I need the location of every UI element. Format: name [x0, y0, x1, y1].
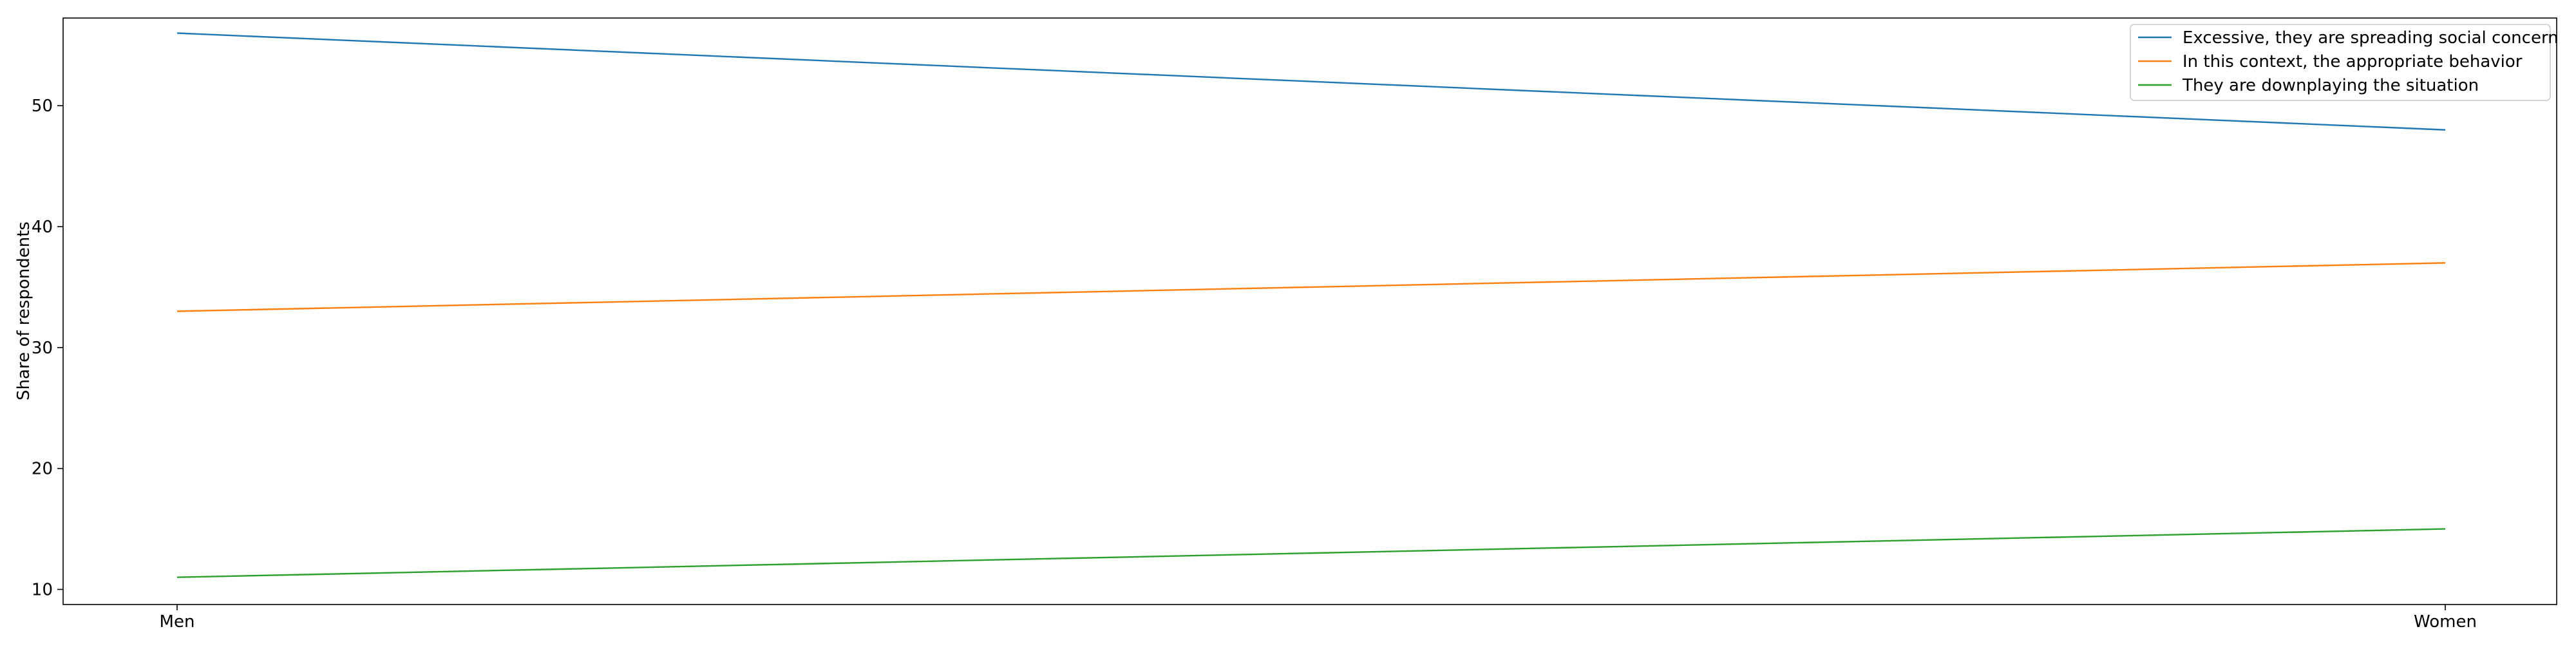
legend: Excessive, they are spreading social con… — [2130, 24, 2559, 101]
x-tick-label: Men — [160, 612, 195, 632]
x-tick-label: Women — [2414, 612, 2477, 632]
y-tick-label: 10 — [32, 581, 53, 600]
y-tick-label: 50 — [32, 97, 53, 116]
legend-label: They are downplaying the situation — [2182, 76, 2479, 95]
series-line — [176, 32, 2446, 131]
legend-label: Excessive, they are spreading social con… — [2183, 28, 2559, 48]
legend-label: In this context, the appropriate behavio… — [2183, 52, 2523, 71]
y-axis-label: Share of respondents — [14, 221, 33, 400]
plot-area-frame — [62, 17, 2557, 605]
series-line — [176, 262, 2446, 312]
y-tick-label: 30 — [32, 339, 53, 358]
y-tick-label: 40 — [32, 218, 53, 237]
series-line — [176, 528, 2446, 578]
y-axis-ticks: 10 20 30 40 50 — [32, 97, 63, 600]
y-tick-label: 20 — [32, 460, 53, 479]
series-lines — [176, 32, 2446, 578]
x-axis-ticks: Men Women — [160, 605, 2477, 632]
legend-frame — [2130, 24, 2551, 101]
